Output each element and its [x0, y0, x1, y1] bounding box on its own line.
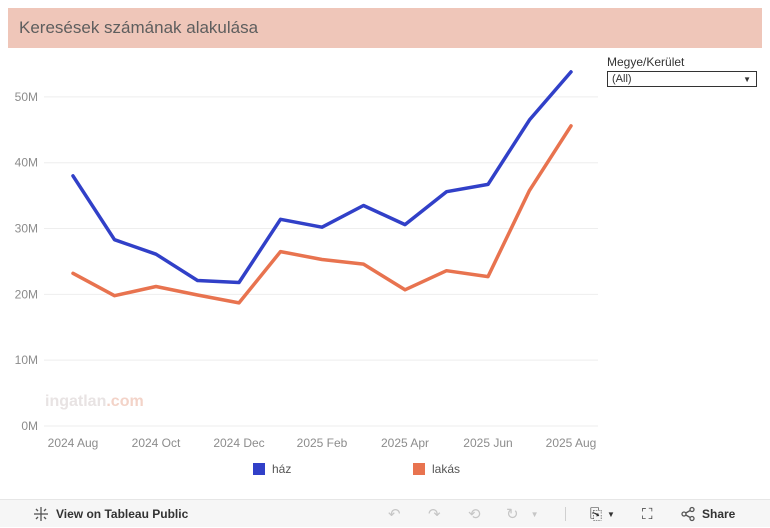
y-tick-label: 20M [15, 287, 38, 301]
download-button[interactable]: ⎘ ▼ [590, 500, 615, 528]
chevron-down-icon: ▼ [607, 509, 615, 519]
legend-label: lakás [432, 462, 461, 476]
legend-swatch [253, 463, 265, 475]
view-on-tableau-label: View on Tableau Public [56, 507, 189, 521]
x-tick-label: 2025 Apr [381, 436, 429, 450]
fullscreen-button[interactable]: ⛶ [642, 500, 653, 528]
redo-button[interactable]: ↷ [428, 500, 441, 528]
revert-button[interactable]: ⟲ [468, 500, 481, 528]
share-icon [681, 506, 695, 522]
legend-item[interactable]: ház [253, 462, 291, 476]
y-tick-label: 10M [15, 353, 38, 367]
view-on-tableau-link[interactable]: View on Tableau Public [33, 500, 188, 528]
region-filter-dropdown[interactable]: (All) ▼ [607, 71, 757, 87]
x-tick-label: 2025 Jun [463, 436, 512, 450]
region-filter-value: (All) [612, 73, 632, 85]
chart-title: Keresések számának alakulása [19, 18, 259, 37]
x-tick-label: 2025 Aug [546, 436, 597, 450]
chart-gridlines [44, 96, 598, 427]
refresh-icon: ↻ [506, 505, 519, 523]
x-tick-label: 2024 Aug [48, 436, 99, 450]
chart-title-bar: Keresések számának alakulása [8, 8, 762, 48]
x-tick-label: 2024 Oct [132, 436, 181, 450]
region-filter-label: Megye/Kerület [607, 55, 685, 69]
chart-legend: ház lakás [0, 462, 770, 480]
divider [565, 500, 566, 528]
redo-icon: ↷ [428, 505, 441, 523]
legend-item[interactable]: lakás [413, 462, 460, 476]
y-tick-label: 50M [15, 90, 38, 104]
legend-swatch [413, 463, 425, 475]
chevron-down-icon: ▼ [743, 75, 751, 84]
undo-button[interactable]: ↶ [388, 500, 401, 528]
revert-icon: ⟲ [468, 505, 481, 523]
tableau-toolbar: View on Tableau Public ↶ ↷ ⟲ ↻ ▼ ⎘ ▼ ⛶ Sha… [0, 499, 770, 527]
chevron-down-icon: ▼ [530, 509, 539, 519]
series-line-lakas[interactable] [71, 124, 573, 305]
download-icon: ⎘ [590, 505, 603, 523]
tableau-logo-icon [34, 507, 48, 521]
refresh-button[interactable]: ↻ ▼ [506, 500, 539, 528]
fullscreen-icon: ⛶ [642, 505, 653, 523]
y-tick-label: 30M [15, 222, 38, 236]
y-tick-label: 40M [15, 156, 38, 170]
region-filter: Megye/Kerület (All) ▼ [607, 55, 757, 87]
watermark-logo: ingatlan.com [45, 393, 144, 410]
share-label: Share [702, 507, 736, 521]
y-axis: 0M 10M 20M 30M 40M 50M [15, 90, 38, 433]
x-tick-label: 2024 Dec [213, 436, 264, 450]
x-axis: 2024 Aug 2024 Oct 2024 Dec 2025 Feb 2025 Apr… [48, 436, 597, 450]
line-chart: 0M 10M 20M 30M 40M 50M 2024 Aug 2024 Oct 2024 D… [15, 70, 598, 450]
undo-icon: ↶ [388, 505, 401, 523]
series-line-haz[interactable] [71, 70, 573, 285]
chart-series [71, 70, 573, 305]
legend-label: ház [272, 462, 292, 476]
x-tick-label: 2025 Feb [297, 436, 348, 450]
share-button[interactable]: Share [680, 500, 735, 528]
y-tick-label: 0M [21, 419, 38, 433]
